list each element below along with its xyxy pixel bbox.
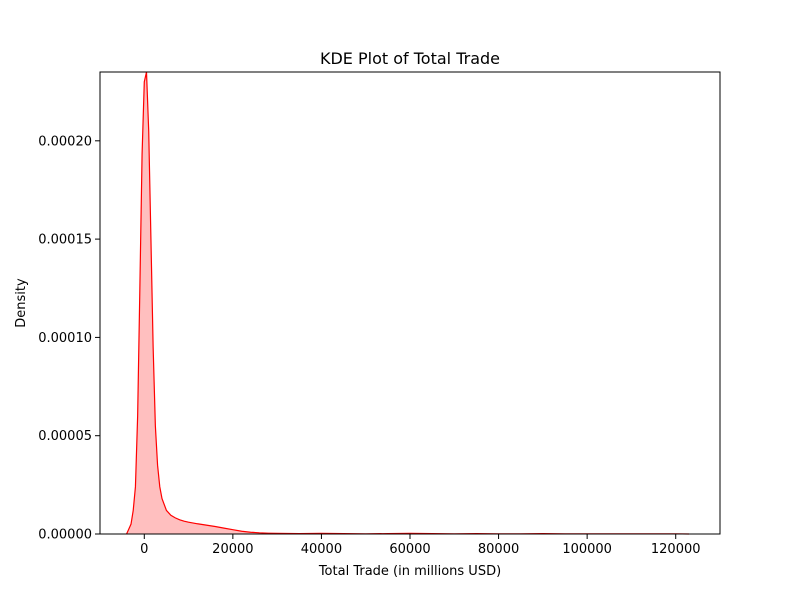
x-tick-label: 20000 <box>212 542 253 557</box>
x-tick-label: 120000 <box>651 542 701 557</box>
x-tick-label: 80000 <box>478 542 519 557</box>
y-tick-label: 0.00005 <box>38 429 92 444</box>
x-tick-label: 60000 <box>389 542 430 557</box>
x-tick-label: 100000 <box>562 542 612 557</box>
x-axis-ticks: 0 20000 40000 60000 80000 100000 120000 <box>140 534 701 557</box>
x-tick-label: 0 <box>140 542 148 557</box>
y-tick-label: 0.00010 <box>38 331 92 346</box>
x-axis-label: Total Trade (in millions USD) <box>318 564 501 579</box>
y-axis-ticks: 0.00000 0.00005 0.00010 0.00015 0.00020 <box>38 134 100 543</box>
y-tick-label: 0.00015 <box>38 233 92 248</box>
y-axis-label: Density <box>14 278 29 328</box>
x-tick-label: 40000 <box>301 542 342 557</box>
chart-title: KDE Plot of Total Trade <box>320 49 500 68</box>
y-tick-label: 0.00020 <box>38 134 92 149</box>
y-tick-label: 0.00000 <box>38 528 92 543</box>
